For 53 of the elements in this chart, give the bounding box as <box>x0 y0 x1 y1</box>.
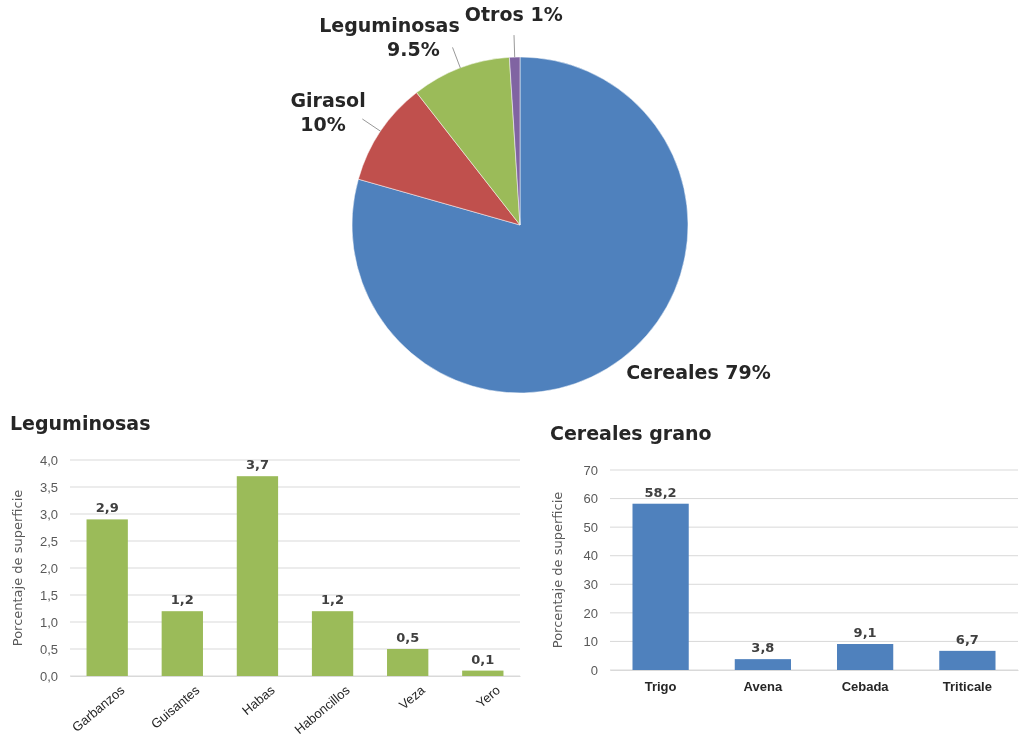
bar <box>387 649 429 676</box>
data-label: 1,2 <box>321 592 345 608</box>
y-tick-label: 3,5 <box>39 479 58 495</box>
data-label: 6,7 <box>955 631 979 647</box>
x-tick-label: Veza <box>396 681 429 713</box>
data-label: 2,9 <box>95 500 119 516</box>
data-label: 0,1 <box>471 651 495 667</box>
slice-label: Cereales 79% <box>626 361 771 384</box>
slice-label: Girasol <box>290 88 366 111</box>
bar <box>734 659 791 670</box>
data-label: 3,8 <box>751 640 775 656</box>
y-axis-title: Porcentaje de superficie <box>10 489 25 647</box>
data-label: 9,1 <box>853 625 877 640</box>
bar <box>632 503 689 670</box>
y-tick-label: 1,5 <box>39 587 58 603</box>
slice-label: Otros 1% <box>464 3 563 26</box>
y-tick-label: 70 <box>583 462 598 478</box>
slice-label: Leguminosas <box>319 13 460 36</box>
y-tick-label: 0,5 <box>39 641 58 657</box>
bar <box>311 611 354 676</box>
y-tick-label: 2,0 <box>39 560 58 576</box>
x-tick-label: Cebada <box>841 679 890 695</box>
chart-title: Leguminosas <box>10 412 151 434</box>
data-label: 9.5% <box>386 37 440 60</box>
chart-title: Cereales grano <box>550 422 712 444</box>
y-tick-label: 20 <box>583 605 598 621</box>
y-tick-label: 30 <box>583 576 598 592</box>
y-tick-label: 1,0 <box>39 614 58 630</box>
bar <box>939 650 996 670</box>
y-tick-label: 50 <box>583 519 598 535</box>
bar <box>86 519 128 676</box>
y-tick-label: 0 <box>590 662 598 678</box>
bar <box>462 670 504 676</box>
x-tick-label: Triticale <box>942 679 992 695</box>
x-tick-label: Trigo <box>644 679 677 695</box>
y-tick-label: 60 <box>583 491 598 507</box>
y-tick-label: 3,0 <box>39 506 58 522</box>
y-tick-label: 2,5 <box>39 533 58 549</box>
y-tick-label: 4,0 <box>39 452 58 468</box>
x-tick-label: Yero <box>473 682 503 711</box>
y-tick-label: 10 <box>583 634 598 650</box>
data-label: 1,2 <box>170 592 194 608</box>
data-label: 3,7 <box>245 457 269 473</box>
x-tick-label: Avena <box>743 679 783 695</box>
y-tick-label: 0,0 <box>39 668 58 684</box>
data-label: 58,2 <box>644 484 677 500</box>
data-label: 0,5 <box>396 630 420 645</box>
data-label: 10% <box>300 112 346 135</box>
y-tick-label: 40 <box>583 548 598 564</box>
y-axis-title: Porcentaje de superficie <box>550 491 565 649</box>
bar <box>161 611 203 676</box>
bar <box>236 476 279 676</box>
bar <box>837 644 894 670</box>
